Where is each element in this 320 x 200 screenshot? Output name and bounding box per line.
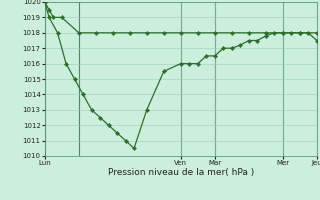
- X-axis label: Pression niveau de la mer( hPa ): Pression niveau de la mer( hPa ): [108, 168, 254, 177]
